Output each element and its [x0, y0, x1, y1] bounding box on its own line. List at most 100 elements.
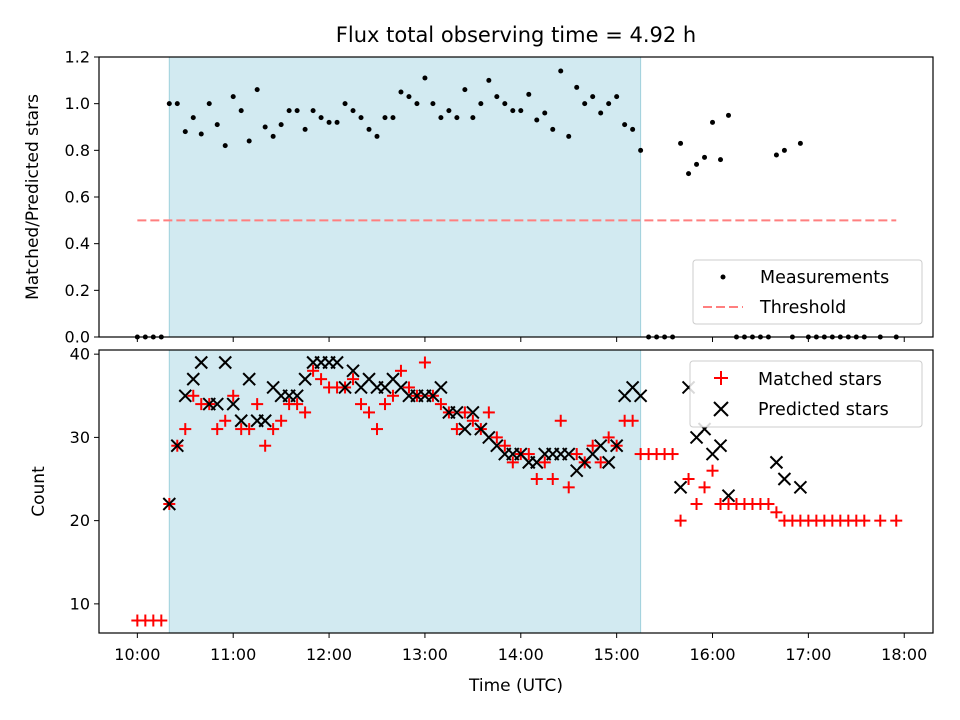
measurement-point	[678, 140, 684, 146]
x-tick-label: 10:00	[114, 645, 160, 664]
matched-point	[762, 497, 775, 510]
matched-point	[674, 514, 687, 527]
measurement-point	[278, 122, 284, 128]
matched-point	[267, 423, 280, 436]
measurement-point	[566, 133, 572, 139]
matched-point	[291, 398, 304, 411]
x-tick-label: 17:00	[785, 645, 831, 664]
measurement-point	[510, 108, 516, 114]
matched-point	[307, 364, 320, 377]
measurement-point	[606, 101, 612, 107]
measurement-point	[526, 91, 532, 97]
x-tick-label: 14:00	[498, 645, 544, 664]
matched-point	[450, 423, 463, 436]
matched-point	[386, 389, 399, 402]
measurement-point	[254, 87, 260, 93]
predicted-point	[226, 397, 240, 411]
measurement-point	[582, 101, 588, 107]
matched-point	[690, 497, 703, 510]
measurement-point	[590, 94, 596, 100]
legend-label-predicted: Predicted stars	[758, 400, 889, 420]
legend-label-threshold: Threshold	[759, 298, 846, 318]
measurement-point	[334, 119, 340, 125]
measurement-point	[781, 147, 787, 153]
y-tick-label: 0.2	[65, 281, 90, 300]
measurement-point	[558, 68, 564, 74]
matched-point	[211, 423, 224, 436]
matched-point	[155, 614, 168, 627]
matched-point	[251, 398, 264, 411]
matched-point	[371, 423, 383, 436]
matched-point	[458, 406, 471, 419]
top-legend-box	[692, 259, 923, 325]
y-tick-label: 40	[70, 345, 90, 364]
measurement-point	[318, 115, 324, 121]
y-tick-label: 0.4	[65, 234, 90, 253]
matched-point	[626, 414, 639, 427]
measurement-point	[478, 101, 484, 107]
y-tick-label: 20	[70, 511, 90, 530]
matched-point	[482, 406, 495, 419]
matched-point	[522, 448, 535, 461]
measurement-points	[134, 68, 899, 340]
predicted-point	[346, 364, 360, 378]
legend-marker-matched	[714, 371, 728, 385]
predicted-point	[793, 480, 808, 495]
predicted-point	[218, 355, 232, 370]
matched-point	[434, 398, 447, 411]
matched-point	[227, 389, 240, 402]
measurement-point	[406, 94, 412, 100]
matched-point	[259, 439, 272, 452]
x-axis-label: Time (UTC)	[468, 676, 563, 696]
predicted-point	[178, 389, 192, 403]
matched-point	[490, 431, 503, 444]
matched-point	[402, 381, 415, 394]
top-legend: Measurements Threshold	[692, 259, 923, 325]
matched-point	[498, 439, 511, 452]
bottom-legend-box	[689, 360, 923, 428]
measurement-point	[598, 110, 604, 116]
measurement-point	[414, 101, 420, 107]
x-tick-label: 16:00	[689, 645, 735, 664]
top-y-ticks: 0.0 0.2 0.4 0.6 0.8 1.0 1.2	[65, 48, 99, 347]
predicted-point	[162, 497, 177, 511]
predicted-point	[290, 389, 304, 403]
matched-point	[586, 439, 599, 452]
predicted-point	[210, 397, 224, 411]
measurement-point	[630, 126, 636, 132]
measurement-point	[470, 115, 476, 121]
measurement-point	[214, 122, 220, 128]
measurement-point	[358, 115, 364, 121]
top-panel: Flux total observing time = 4.92 h 0.00.…	[23, 23, 934, 347]
observing-span-bottom	[168, 349, 642, 634]
x-tick-label: 18:00	[881, 645, 927, 664]
legend-marker-predicted	[713, 401, 729, 417]
matched-points	[131, 356, 903, 627]
predicted-point	[593, 439, 608, 453]
chart-title: Flux total observing time = 4.92 h	[336, 23, 696, 47]
predicted-point	[338, 380, 352, 395]
measurement-point	[382, 115, 388, 121]
measurement-point	[294, 108, 300, 114]
predicted-point	[170, 439, 184, 453]
predicted-point	[601, 455, 616, 470]
x-tick-label: 12:00	[306, 645, 352, 664]
y-tick-label: 0.8	[65, 141, 90, 160]
matched-point	[378, 398, 391, 411]
measurement-point	[246, 138, 252, 144]
predicted-point	[769, 455, 784, 470]
matched-point	[275, 414, 288, 427]
measurement-point	[502, 101, 508, 107]
y-tick-label: 30	[70, 428, 90, 447]
matched-point	[418, 356, 431, 369]
predicted-point	[713, 439, 728, 453]
measurement-point	[534, 117, 540, 123]
measurement-point	[574, 84, 580, 90]
bottom-x-ticks: 10:00 11:00 12:00 13:00 14:00 15:00 16:00 17:00…	[114, 633, 927, 664]
measurement-point	[430, 101, 436, 107]
measurement-point	[438, 115, 444, 121]
y-tick-label: 1.2	[65, 48, 90, 67]
x-tick-label: 11:00	[210, 645, 256, 664]
measurement-point	[773, 152, 779, 158]
